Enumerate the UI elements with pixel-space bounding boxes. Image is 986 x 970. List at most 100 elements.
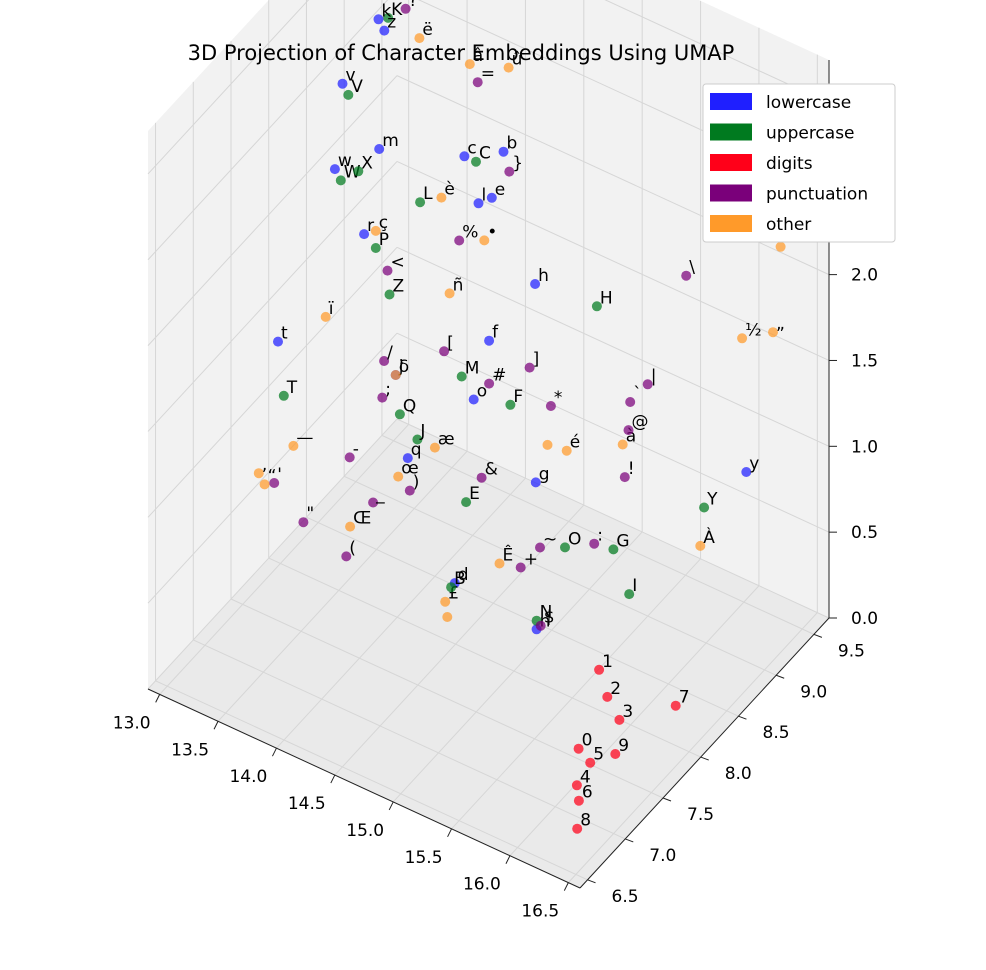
x-tick-label: 14.5 [288,794,326,814]
point-lowercase [530,279,541,289]
point-uppercase [343,89,354,100]
point-label: / [387,343,393,363]
legend: lowercase uppercase digits punctuation other [702,83,896,243]
point-label: H [600,288,613,308]
point-label: δ [399,357,409,377]
point-label: N [540,603,553,623]
grid-line-x-floor [276,477,526,749]
point-digits [571,780,582,791]
y-tick-label: 9.5 [838,641,865,661]
point-label: e [495,180,505,200]
point-punctuation [589,538,600,549]
point-uppercase [591,301,602,312]
x-tick-label: 15.5 [405,848,443,868]
point-uppercase [384,289,395,300]
point-label: w [338,151,352,171]
point-label: B [454,569,466,589]
point-label: M [465,359,480,379]
point-lowercase [484,335,495,346]
point-label: y [749,454,759,474]
point-label: à [626,427,636,447]
point-lowercase [329,164,340,175]
point-label: V [351,77,363,97]
point-label: l [482,185,487,205]
point-digits [614,714,625,725]
point-label: | [651,366,657,386]
legend-swatch-uppercase [710,123,752,141]
y-tick-mark [700,756,709,761]
point-punctuation [535,542,545,553]
point-label: 6 [582,783,593,803]
point-digits [573,795,584,806]
point-punctuation [476,472,487,483]
point-punctuation [504,166,515,177]
point-label: : [597,526,603,546]
point-label: E [469,484,480,504]
point-label: 4 [580,767,591,787]
point-lowercase [486,192,497,203]
point-punctuation [368,497,379,508]
point-label: g [539,464,550,484]
point-lowercase [373,14,384,25]
point-punctuation [484,378,495,389]
legend-label-digits: digits [766,154,813,174]
point-digits [572,823,583,834]
point-label: # [492,366,506,386]
z-tick-label: 0.5 [851,523,878,543]
y-tick-label: 7.5 [687,805,714,825]
legend-swatch-lowercase [710,93,752,110]
point-uppercase [278,390,289,401]
point-label: 8 [580,811,591,831]
point-label: % [462,223,478,243]
point-other [414,33,425,44]
point-label: X [361,153,373,173]
point-label: “ [268,466,277,486]
point-label: v [346,66,356,86]
point-label: £ [448,584,459,604]
grid-line-y-floor [343,475,777,676]
point-punctuation [439,346,450,357]
point-punctuation [681,270,692,281]
point-label: t [281,324,288,344]
point-label: z [387,13,396,33]
point-other [479,235,490,246]
point-label: - [353,439,359,459]
y-tick-label: 7.0 [649,846,676,866]
point-punctuation [524,362,535,373]
point-punctuation [623,425,634,436]
legend-swatch-other [710,215,752,232]
point-punctuation [341,551,352,562]
point-label: _ [375,485,385,505]
point-uppercase [383,12,394,23]
point-other [737,333,748,344]
point-label: F [513,387,523,407]
point-other [429,442,440,453]
x-tick-label: 16.0 [463,875,501,895]
point-label: 5 [593,745,604,765]
point-digits [602,691,613,702]
point-label: 2 [610,679,621,699]
y-tick-mark [625,838,634,843]
grid-line-y-floor [306,516,739,717]
grid-line-y-floor [155,680,588,881]
point-label: ! [628,459,635,479]
floor-pane [148,419,829,888]
point-punctuation [379,356,390,366]
point-other [542,439,553,450]
point-label: ë [422,20,432,40]
point-label: • [487,222,497,242]
x-tick-mark [155,694,161,703]
point-label: K [391,0,403,20]
x-tick-mark [271,747,277,757]
point-label: k [382,1,392,21]
point-label: " [306,504,314,524]
point-digits [585,757,596,768]
point-label: — [296,428,313,448]
point-label: ï [328,299,334,319]
point-label: 7 [679,688,690,708]
point-label: æ [438,430,455,450]
point-label: * [554,388,563,408]
grid-line-z-back [396,161,830,361]
point-label: C [479,144,491,164]
grid-line-x-floor [567,612,818,883]
